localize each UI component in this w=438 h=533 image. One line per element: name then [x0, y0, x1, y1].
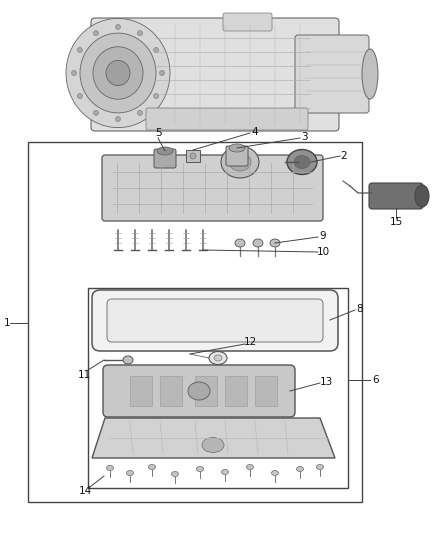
Ellipse shape [235, 239, 245, 247]
Text: 9: 9 [320, 231, 326, 241]
Bar [195, 376, 217, 406]
Text: 2: 2 [341, 151, 347, 161]
Text: 4: 4 [252, 127, 258, 137]
Ellipse shape [154, 47, 159, 52]
FancyBboxPatch shape [107, 299, 323, 342]
Ellipse shape [123, 356, 133, 364]
Ellipse shape [214, 355, 222, 361]
Polygon shape [92, 418, 335, 458]
Text: 1: 1 [4, 318, 11, 328]
Ellipse shape [294, 156, 310, 168]
Ellipse shape [221, 146, 259, 178]
Ellipse shape [287, 149, 317, 174]
Ellipse shape [116, 25, 120, 29]
Ellipse shape [127, 471, 134, 475]
Text: 12: 12 [244, 337, 257, 347]
Ellipse shape [154, 93, 159, 99]
Ellipse shape [190, 153, 196, 159]
Ellipse shape [78, 47, 82, 52]
Ellipse shape [247, 464, 254, 470]
Ellipse shape [209, 351, 227, 365]
Ellipse shape [71, 70, 77, 76]
Ellipse shape [106, 465, 113, 471]
FancyBboxPatch shape [146, 108, 308, 130]
FancyBboxPatch shape [154, 149, 176, 168]
Text: 15: 15 [389, 217, 403, 227]
Bar [88, 288, 348, 488]
Bar [28, 142, 362, 502]
FancyBboxPatch shape [102, 155, 323, 221]
Ellipse shape [106, 60, 130, 86]
Ellipse shape [415, 185, 429, 207]
Ellipse shape [157, 147, 173, 155]
Ellipse shape [197, 466, 204, 472]
Text: 13: 13 [319, 377, 332, 387]
Ellipse shape [138, 31, 142, 36]
Ellipse shape [270, 239, 280, 247]
FancyBboxPatch shape [103, 365, 295, 417]
Ellipse shape [93, 47, 143, 99]
Bar [225, 376, 247, 406]
Ellipse shape [93, 110, 99, 115]
FancyBboxPatch shape [92, 290, 338, 351]
Ellipse shape [317, 464, 324, 470]
Ellipse shape [66, 19, 170, 127]
Ellipse shape [202, 438, 224, 453]
Bar [160, 376, 182, 406]
Text: 11: 11 [78, 370, 91, 380]
FancyBboxPatch shape [91, 18, 339, 131]
Ellipse shape [229, 153, 251, 171]
Ellipse shape [172, 472, 179, 477]
Text: 10: 10 [316, 247, 329, 257]
Ellipse shape [138, 110, 142, 115]
Ellipse shape [112, 375, 120, 382]
Ellipse shape [159, 70, 165, 76]
Text: 14: 14 [78, 486, 92, 496]
FancyBboxPatch shape [223, 13, 272, 31]
Ellipse shape [229, 144, 245, 152]
FancyBboxPatch shape [226, 146, 248, 166]
Ellipse shape [78, 93, 82, 99]
FancyBboxPatch shape [295, 35, 369, 113]
Ellipse shape [80, 33, 156, 113]
Ellipse shape [272, 471, 279, 475]
Text: 3: 3 [301, 132, 307, 142]
Text: 8: 8 [357, 304, 363, 314]
Text: 5: 5 [155, 128, 161, 138]
Ellipse shape [148, 464, 155, 470]
FancyBboxPatch shape [369, 183, 423, 209]
Ellipse shape [188, 382, 210, 400]
Ellipse shape [253, 239, 263, 247]
Text: 6: 6 [373, 375, 379, 385]
Bar [255, 376, 277, 406]
Ellipse shape [297, 466, 304, 472]
Ellipse shape [222, 470, 229, 474]
Bar [130, 376, 152, 406]
Bar [186, 150, 200, 162]
Ellipse shape [93, 31, 99, 36]
Ellipse shape [116, 117, 120, 122]
Ellipse shape [362, 49, 378, 99]
